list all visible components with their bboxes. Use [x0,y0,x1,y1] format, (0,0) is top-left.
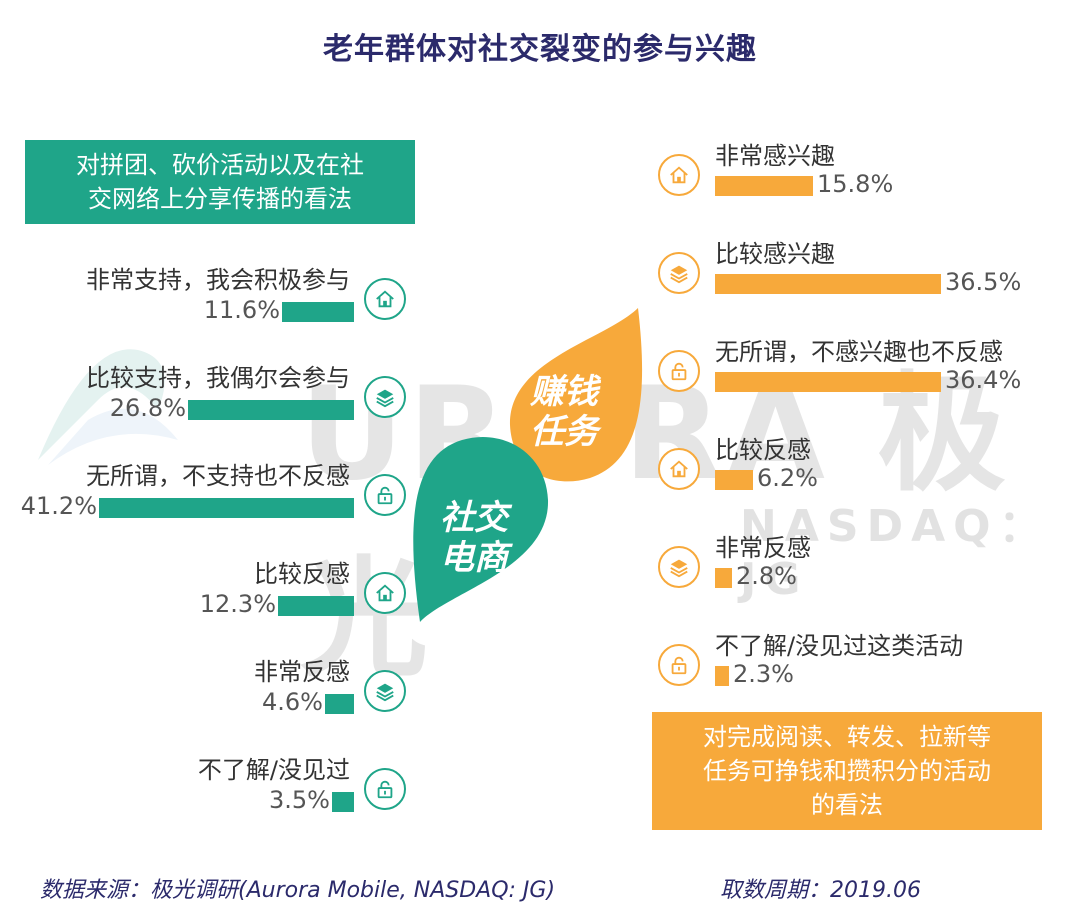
right-bar [715,372,941,392]
lock-icon [658,644,700,686]
left-value-label: 3.5% [269,786,330,814]
green-droplet-line2: 电商 [440,538,508,578]
right-category-label: 无所谓，不感兴趣也不反感 [715,338,1003,366]
left-header-line2: 交网络上分享传播的看法 [88,185,352,213]
left-bar [99,498,354,518]
left-category-label: 不了解/没见过 [197,756,350,784]
lock-icon [364,768,406,810]
orange-droplet-label: 赚钱 任务 [530,372,598,452]
droplet-shapes [413,308,643,622]
right-bar [715,666,729,686]
right-category-label: 比较反感 [715,436,811,464]
orange-droplet-line1: 赚钱 [530,372,598,412]
left-value-label: 12.3% [199,590,276,618]
green-droplet-line1: 社交 [440,498,508,538]
aurora-logo-watermark [38,349,178,465]
left-value-label: 26.8% [109,394,186,422]
right-value-label: 6.2% [757,464,818,492]
right-category-label: 非常反感 [715,534,811,562]
layers-icon [658,546,700,588]
home-icon [364,278,406,320]
right-header-line1: 对完成阅读、转发、拉新等 [703,723,991,751]
left-chart-header: 对拼团、砍价活动以及在社 交网络上分享传播的看法 [25,140,415,224]
right-header-line3: 的看法 [811,791,883,819]
layers-icon [364,670,406,712]
home-icon [658,154,700,196]
date-range: 取数周期：2019.06 [720,878,921,903]
left-header-line1: 对拼团、砍价活动以及在社 [76,151,364,179]
right-chart-header: 对完成阅读、转发、拉新等 任务可挣钱和攒积分的活动 的看法 [652,712,1042,830]
source-note: 数据来源：极光调研(Aurora Mobile, NASDAQ: JG) [40,878,556,903]
right-category-label: 非常感兴趣 [715,142,835,170]
right-value-label: 2.8% [736,562,797,590]
right-category-label: 比较感兴趣 [715,240,835,268]
lock-icon [364,474,406,516]
layers-icon [364,376,406,418]
layers-icon [658,252,700,294]
left-bar [188,400,354,420]
right-value-label: 36.4% [945,366,1022,394]
left-category-label: 非常反感 [254,658,350,686]
right-category-label: 不了解/没见过这类活动 [715,632,964,660]
left-category-label: 非常支持，我会积极参与 [86,266,350,294]
left-bar [325,694,354,714]
center-droplets: 赚钱 任务 社交 电商 [400,300,660,630]
right-value-label: 2.3% [733,660,794,688]
left-value-label: 41.2% [20,492,97,520]
left-bar [332,792,354,812]
home-icon [364,572,406,614]
right-bar [715,470,753,490]
right-header-line2: 任务可挣钱和攒积分的活动 [703,757,991,785]
right-value-label: 36.5% [945,268,1022,296]
left-category-label: 比较反感 [254,560,350,588]
right-bar [715,176,813,196]
right-value-label: 15.8% [817,170,894,198]
chart-title: 老年群体对社交裂变的参与兴趣 [323,32,757,67]
right-bar [715,274,941,294]
left-value-label: 11.6% [203,296,280,324]
orange-droplet-line2: 任务 [530,412,598,452]
left-bar [278,596,354,616]
left-category-label: 比较支持，我偶尔会参与 [86,364,350,392]
left-bar [282,302,354,322]
left-category-label: 无所谓，不支持也不反感 [86,462,350,490]
right-bar [715,568,732,588]
left-value-label: 4.6% [262,688,323,716]
home-icon [658,448,700,490]
green-droplet-label: 社交 电商 [440,498,508,578]
lock-icon [658,350,700,392]
